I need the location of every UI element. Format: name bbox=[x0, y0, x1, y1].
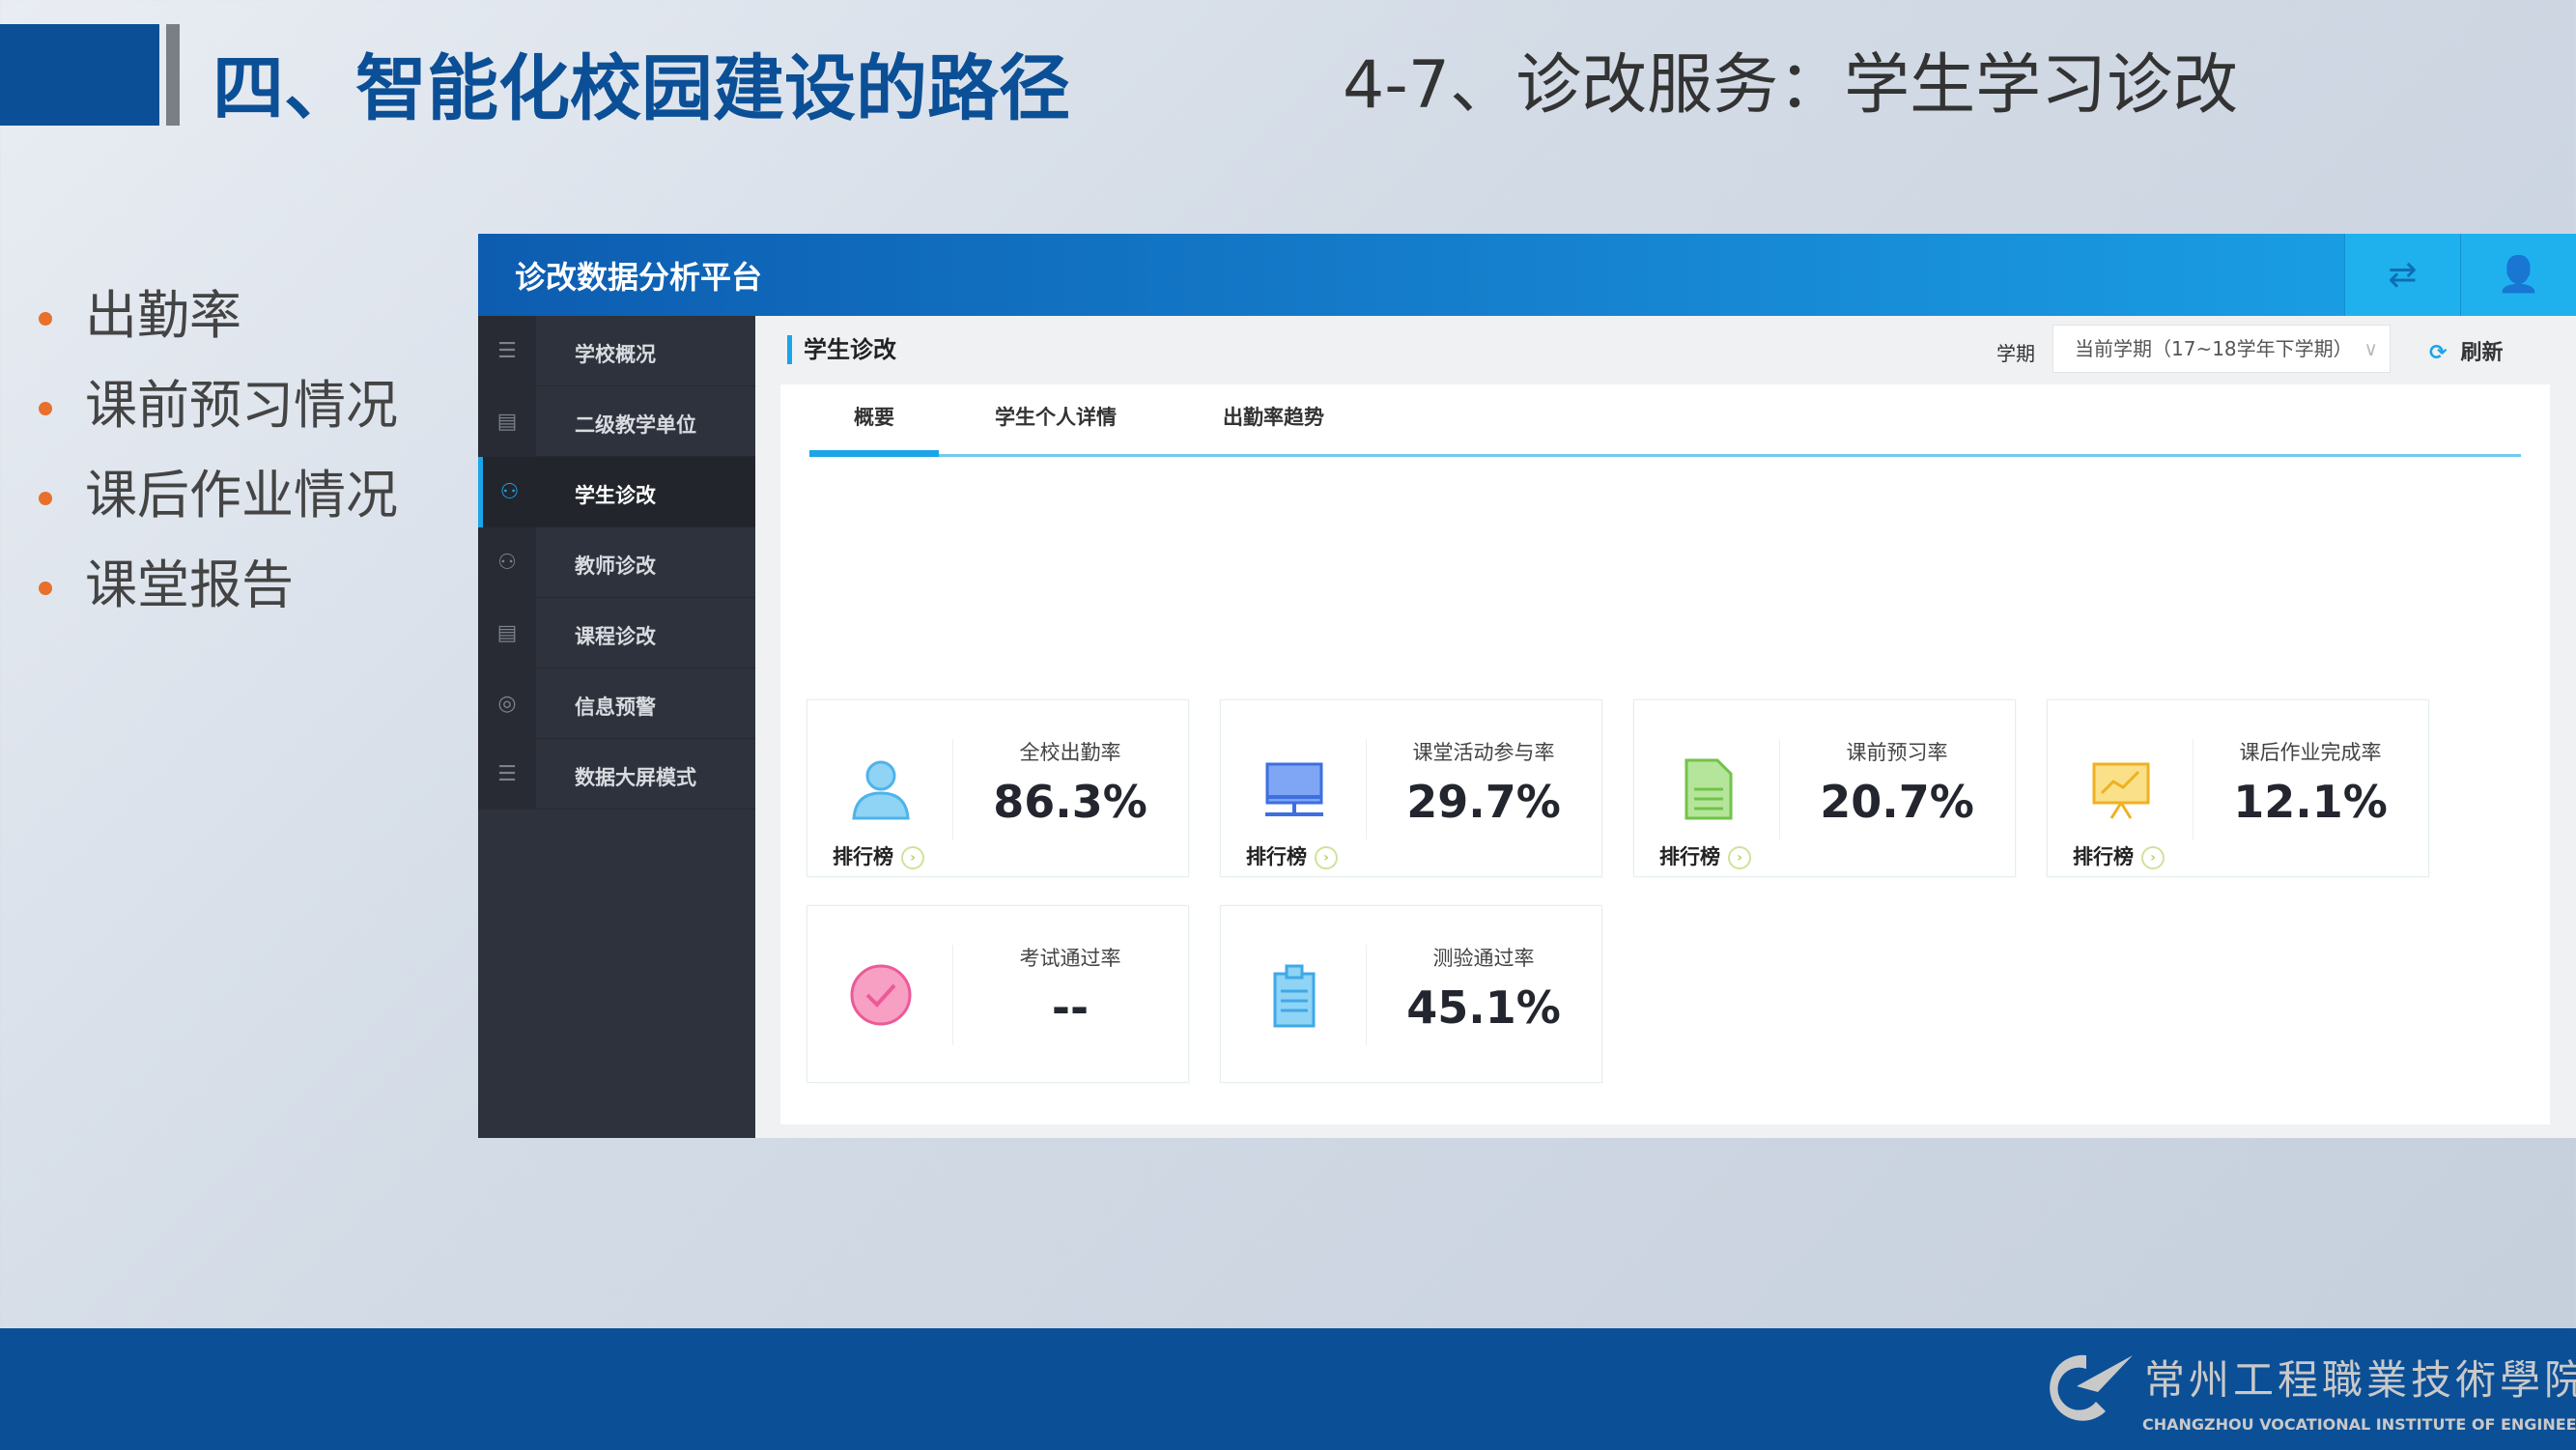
sidebar-item-departments[interactable]: ▤ 二级教学单位 bbox=[478, 386, 755, 457]
tab-attendance-trend[interactable]: 出勤率趋势 bbox=[1223, 406, 1324, 429]
sidebar-item-teacher[interactable]: ⚇ 教师诊改 bbox=[478, 527, 755, 598]
ranking-link[interactable]: 排行榜 › bbox=[1246, 841, 1338, 870]
sidebar-item-label: 学生诊改 bbox=[575, 484, 656, 507]
slide-title: 四、智能化校园建设的路径 bbox=[212, 47, 1070, 130]
bullet-item: 课前预习情况 bbox=[39, 362, 398, 439]
ranking-label: 排行榜 bbox=[1659, 845, 1720, 868]
ranking-label: 排行榜 bbox=[2073, 845, 2134, 868]
stat-card-preview: 课前预习率 20.7% 排行榜 › bbox=[1633, 699, 2016, 877]
ranking-link[interactable]: 排行榜 › bbox=[1659, 841, 1751, 870]
person-icon bbox=[852, 760, 910, 820]
refresh-icon: ⟳ bbox=[2429, 341, 2448, 365]
logo-text-en: CHANGZHOU VOCATIONAL INSTITUTE OF ENGINE… bbox=[2142, 1415, 2576, 1434]
logo-mark-icon bbox=[2050, 1354, 2133, 1421]
stat-value: 12.1% bbox=[2233, 776, 2388, 828]
bullet-text: 课前预习情况 bbox=[85, 375, 398, 436]
bullet-text: 课后作业情况 bbox=[85, 465, 398, 526]
bullet-item: 课堂报告 bbox=[39, 542, 294, 618]
term-value: 当前学期（17~18学年下学期） bbox=[2075, 337, 2353, 360]
sidebar-item-label: 教师诊改 bbox=[575, 554, 656, 578]
title-block bbox=[0, 24, 159, 126]
document-icon bbox=[1684, 758, 1733, 820]
breadcrumb: 学生诊改 bbox=[787, 335, 896, 364]
app-header: 诊改数据分析平台 ⇄ 👤 bbox=[478, 234, 2576, 316]
bullet-text: 出勤率 bbox=[85, 285, 241, 346]
term-select[interactable]: 当前学期（17~18学年下学期） ∨ bbox=[2052, 325, 2391, 373]
chevron-right-icon: › bbox=[1728, 846, 1751, 869]
teacher-icon: ⚇ bbox=[478, 527, 536, 598]
stat-label: 测验通过率 bbox=[1432, 947, 1535, 970]
sidebar-item-alert[interactable]: ◎ 信息预警 bbox=[478, 668, 755, 739]
chevron-right-icon: › bbox=[1315, 846, 1338, 869]
sidebar-item-student[interactable]: ⚇ 学生诊改 bbox=[478, 457, 755, 527]
switch-icon[interactable]: ⇄ bbox=[2344, 234, 2460, 316]
chevron-right-icon: › bbox=[901, 846, 924, 869]
chevron-right-icon: › bbox=[2141, 846, 2165, 869]
sidebar-item-course[interactable]: ▤ 课程诊改 bbox=[478, 598, 755, 668]
tab-student-details[interactable]: 学生个人详情 bbox=[995, 406, 1117, 429]
stat-label: 课堂活动参与率 bbox=[1412, 741, 1555, 764]
ranking-link[interactable]: 排行榜 › bbox=[2073, 841, 2165, 870]
term-label: 学期 bbox=[1996, 342, 2035, 365]
alert-icon: ◎ bbox=[478, 668, 536, 739]
tab-overview[interactable]: 概要 bbox=[854, 406, 894, 429]
bullet-text: 课堂报告 bbox=[85, 554, 294, 615]
content-card: 概要 学生个人详情 出勤率趋势 全校出勤率 86.3% 排行榜 › 课堂活动参与率 2… bbox=[780, 384, 2550, 1124]
stat-card-quiz: 测验通过率 45.1% bbox=[1220, 905, 1602, 1083]
stat-card-homework: 课后作业完成率 12.1% 排行榜 › bbox=[2047, 699, 2429, 877]
refresh-label: 刷新 bbox=[2460, 341, 2504, 365]
stat-label: 考试通过率 bbox=[1019, 947, 1121, 970]
stat-card-class-activity: 课堂活动参与率 29.7% 排行榜 › bbox=[1220, 699, 1602, 877]
document-icon: ▤ bbox=[478, 598, 536, 668]
slide-subtitle: 4-7、诊改服务：学生学习诊改 bbox=[1343, 47, 2239, 124]
student-icon: ⚇ bbox=[478, 457, 536, 527]
stat-label: 课后作业完成率 bbox=[2239, 741, 2382, 764]
institute-logo: 常州工程職業技術學院 CHANGZHOU VOCATIONAL INSTITUT… bbox=[2038, 1348, 2576, 1434]
bullet-item: 课后作业情况 bbox=[39, 452, 398, 528]
logo-text-cn: 常州工程職業技術學院 bbox=[2144, 1356, 2576, 1404]
chevron-down-icon: ∨ bbox=[2364, 337, 2378, 360]
list-icon: ☰ bbox=[478, 316, 536, 386]
stat-label: 全校出勤率 bbox=[1019, 741, 1121, 764]
sidebar-item-school-overview[interactable]: ☰ 学校概况 bbox=[478, 316, 755, 386]
stat-value: 45.1% bbox=[1406, 981, 1561, 1034]
stat-card-exam: 考试通过率 -- bbox=[807, 905, 1189, 1083]
screen-icon: ☰ bbox=[478, 739, 536, 810]
sidebar-item-label: 信息预警 bbox=[575, 696, 656, 719]
ranking-link[interactable]: 排行榜 › bbox=[833, 841, 924, 870]
tab-active-indicator bbox=[809, 450, 939, 457]
app-title: 诊改数据分析平台 bbox=[515, 259, 763, 296]
check-circle-icon bbox=[850, 964, 912, 1026]
tab-underline bbox=[809, 454, 2521, 457]
ranking-label: 排行榜 bbox=[1246, 845, 1307, 868]
stat-card-attendance: 全校出勤率 86.3% 排行榜 › bbox=[807, 699, 1189, 877]
bullet-item: 出勤率 bbox=[39, 272, 241, 349]
sidebar: ☰ 学校概况 ▤ 二级教学单位 ⚇ 学生诊改 ⚇ 教师诊改 ▤ 课程诊改 ◎ 信息预警 ☰ 数… bbox=[478, 316, 755, 1138]
stat-label: 课前预习率 bbox=[1846, 741, 1948, 764]
sidebar-item-big-screen[interactable]: ☰ 数据大屏模式 bbox=[478, 739, 755, 810]
ranking-label: 排行榜 bbox=[833, 845, 893, 868]
footer-band bbox=[0, 1328, 2576, 1450]
stat-value: 20.7% bbox=[1820, 776, 1974, 828]
building-icon: ▤ bbox=[478, 386, 536, 457]
clipboard-icon bbox=[1273, 964, 1316, 1028]
stat-value: 86.3% bbox=[993, 776, 1147, 828]
sidebar-item-label: 数据大屏模式 bbox=[575, 766, 696, 789]
stat-value: -- bbox=[1051, 981, 1090, 1034]
sidebar-item-label: 二级教学单位 bbox=[575, 413, 696, 437]
app-window: 诊改数据分析平台 ⇄ 👤 ☰ 学校概况 ▤ 二级教学单位 ⚇ 学生诊改 ⚇ 教师诊改 ▤… bbox=[478, 234, 2576, 1138]
title-divider bbox=[166, 24, 180, 126]
sidebar-item-label: 学校概况 bbox=[575, 343, 656, 366]
sidebar-item-label: 课程诊改 bbox=[575, 625, 656, 648]
stat-value: 29.7% bbox=[1406, 776, 1561, 828]
chart-board-icon bbox=[2092, 762, 2150, 819]
user-icon[interactable]: 👤 bbox=[2460, 234, 2576, 316]
refresh-button[interactable]: ⟳ 刷新 bbox=[2429, 335, 2503, 366]
monitor-icon bbox=[1265, 762, 1323, 816]
